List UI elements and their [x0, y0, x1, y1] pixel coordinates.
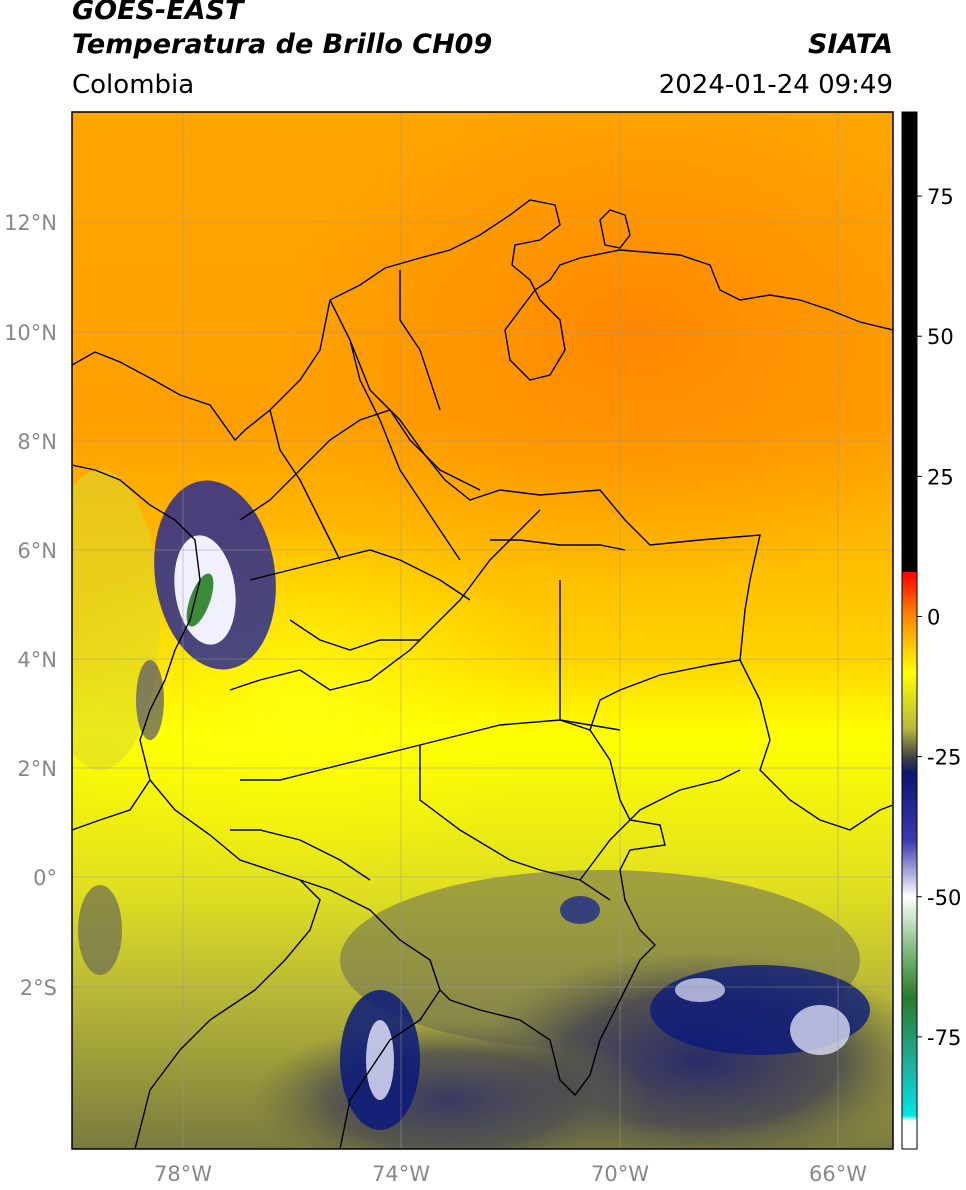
- product-title: Temperatura de Brillo CH09: [72, 29, 493, 60]
- colorbar: [901, 111, 918, 1150]
- cool-patch-southwest: [78, 885, 122, 975]
- latitude-tick-label: 6°N: [17, 539, 57, 563]
- colorbar-tick-label: 75: [927, 185, 954, 209]
- cold-cloud-amazon-west: [250, 1020, 650, 1149]
- internal-border-9: [269, 409, 341, 561]
- cool-patch-coast: [136, 660, 164, 740]
- graticule: [72, 112, 893, 1149]
- colorbar-tick-label: 25: [927, 465, 954, 489]
- cold-cloud-core-3: [560, 896, 600, 924]
- cold-cloud-top-2: [790, 1005, 850, 1055]
- latitude-tick-label: 0°: [33, 866, 57, 890]
- internal-border-4: [229, 509, 541, 691]
- satellite-title: GOES-EAST: [72, 0, 244, 26]
- coastlines-and-borders: [72, 199, 893, 1149]
- internal-border-6: [239, 409, 481, 521]
- caribbean-coastline: [72, 199, 893, 442]
- venezuela-guajira: [599, 209, 631, 249]
- cold-cloud-top-3: [675, 978, 725, 1002]
- longitude-tick-label: 66°W: [809, 1162, 867, 1186]
- internal-border-5: [240, 744, 421, 781]
- latitude-tick-label: 4°N: [17, 648, 57, 672]
- latitude-tick-label: 10°N: [4, 321, 57, 345]
- map-panel: [72, 112, 893, 1149]
- warm-area-caribbean: [280, 112, 893, 590]
- longitude-axis: 78°W 74°W 70°W 66°W: [154, 1162, 867, 1186]
- latitude-tick-label: 2°S: [20, 976, 57, 1000]
- map-frame: [71, 111, 894, 1150]
- source-label: SIATA: [807, 29, 893, 60]
- internal-border-7: [249, 549, 471, 601]
- latitude-tick-label: 12°N: [4, 211, 57, 235]
- internal-border-13: [490, 539, 626, 551]
- datetime-label: 2024-01-24 09:49: [658, 70, 893, 100]
- colorbar-tick-label: -25: [927, 746, 961, 770]
- ecuador-peru-border: [339, 989, 441, 1149]
- colorbar-tick-label: 0: [927, 605, 940, 629]
- pacific-coastline: [72, 464, 321, 1149]
- brazil-venezuela-border: [739, 659, 893, 831]
- convective-cell-coldest: [186, 573, 214, 627]
- latitude-tick-label: 8°N: [17, 430, 57, 454]
- colorbar-tick-label: -50: [927, 886, 961, 910]
- longitude-tick-label: 70°W: [591, 1162, 649, 1186]
- region-label: Colombia: [72, 70, 195, 100]
- colorbar-tick-label: 50: [927, 325, 954, 349]
- internal-border-10: [349, 339, 461, 561]
- colorbar-axis: 75 50 25 0 -25 -50 -75: [917, 185, 961, 1050]
- longitude-tick-label: 74°W: [372, 1162, 430, 1186]
- latitude-axis: 12°N 10°N 8°N 6°N 4°N 2°N 0° 2°S: [4, 211, 57, 1000]
- internal-border-11: [399, 270, 441, 411]
- colorbar-tick-label: -75: [927, 1026, 961, 1050]
- longitude-tick-label: 78°W: [154, 1162, 212, 1186]
- internal-border-8: [289, 619, 420, 651]
- latitude-tick-label: 2°N: [17, 757, 57, 781]
- internal-border-14: [579, 769, 741, 881]
- internal-border-15: [72, 779, 151, 831]
- internal-border-12: [230, 829, 371, 881]
- colombia-border: [299, 299, 761, 1097]
- internal-border-2: [419, 719, 591, 746]
- cold-cloud-top-1: [366, 1020, 394, 1100]
